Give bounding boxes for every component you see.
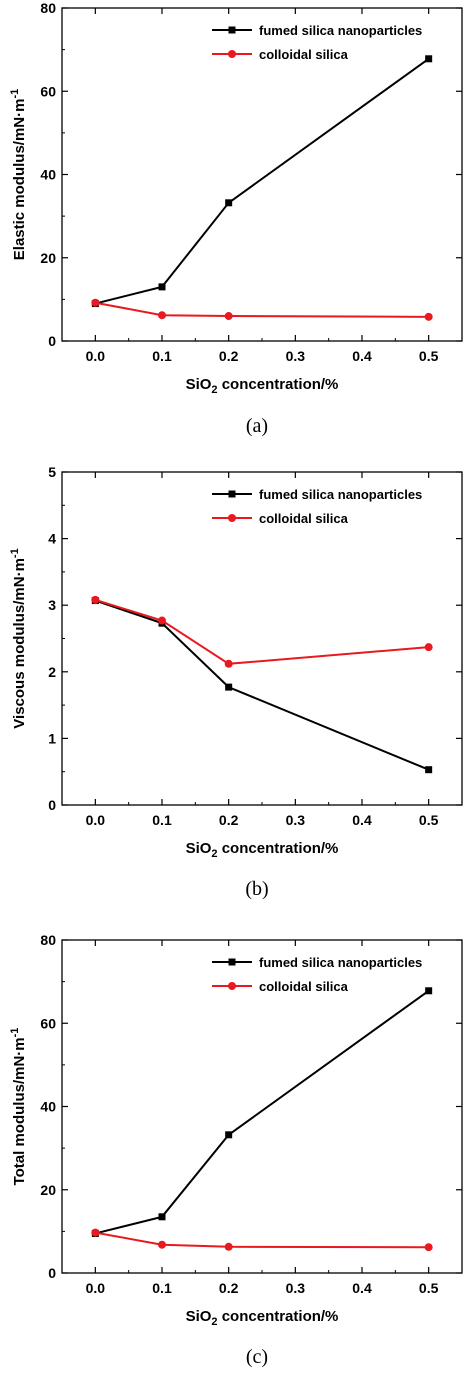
x-tick-label: 0.3 xyxy=(286,812,306,828)
legend-entry: colloidal silica xyxy=(259,979,349,994)
series-line-1 xyxy=(95,989,430,1235)
x-tick-label: 0.3 xyxy=(286,348,306,364)
y-tick-label: 20 xyxy=(40,250,56,266)
x-tick-label: 0.1 xyxy=(152,1280,172,1296)
legend-marker xyxy=(228,26,236,34)
x-tick-label: 0.1 xyxy=(152,812,172,828)
data-point-square xyxy=(158,1213,166,1221)
legend-marker xyxy=(228,514,236,522)
chart-panel-2: 0.0 0.1 0.2 0.3 0.4 0.5 0 1 2 3 4 5 SiO2 concentrati… xyxy=(9,464,463,900)
chart-panel-1: 0.0 0.1 0.2 0.3 0.4 0.5 0 20 40 60 80 SiO2 concentr… xyxy=(9,0,463,437)
y-tick-label: 0 xyxy=(48,797,56,813)
y-tick-label: 60 xyxy=(40,83,56,99)
x-tick-label: 0.1 xyxy=(152,348,172,364)
y-tick-label: 60 xyxy=(40,1015,56,1031)
data-point-square xyxy=(225,683,233,691)
y-tick-label: 1 xyxy=(48,730,56,746)
legend-entry: colloidal silica xyxy=(259,511,349,526)
x-tick-label: 0.0 xyxy=(86,1280,106,1296)
legend-marker xyxy=(228,490,236,498)
y-tick-label: 3 xyxy=(48,597,56,613)
y-tick-label: 80 xyxy=(40,0,56,16)
series-line-2 xyxy=(95,598,429,665)
y-tick-label: 0 xyxy=(48,1265,56,1281)
x-axis-label: SiO2 concentration/% xyxy=(186,840,339,860)
x-tick-label: 0.2 xyxy=(219,348,239,364)
legend-entry: colloidal silica xyxy=(259,47,349,62)
data-point-circle xyxy=(91,595,100,604)
series-line-1 xyxy=(95,57,430,305)
data-point-circle xyxy=(424,1243,433,1252)
data-point-circle xyxy=(224,312,233,321)
data-point-circle xyxy=(158,1240,166,1249)
x-tick-label: 0.3 xyxy=(286,1280,306,1296)
y-tick-label: 20 xyxy=(40,1182,56,1198)
series-line-2 xyxy=(95,1231,429,1249)
panel-caption: (b) xyxy=(245,878,268,900)
series-line-1 xyxy=(95,599,430,771)
panel-caption: (a) xyxy=(246,415,268,437)
data-point-circle xyxy=(424,643,433,652)
y-axis-label: Elastic modulus/mN·m-1 xyxy=(9,89,28,260)
x-tick-label: 0.2 xyxy=(219,1280,239,1296)
data-point-circle xyxy=(424,312,433,321)
x-tick-label: 0.4 xyxy=(352,812,372,828)
x-tick-label: 0.5 xyxy=(419,348,439,364)
legend-marker xyxy=(228,958,236,966)
x-tick-label: 0.0 xyxy=(86,812,106,828)
chart-panel-3: 0.0 0.1 0.2 0.3 0.4 0.5 0 20 40 60 80 SiO2 concentr… xyxy=(9,932,463,1368)
legend-entry: fumed silica nanoparticles xyxy=(259,23,422,38)
data-point-circle xyxy=(224,659,233,668)
x-tick-label: 0.5 xyxy=(419,812,439,828)
y-tick-label: 80 xyxy=(40,932,56,948)
data-point-square xyxy=(425,55,433,63)
legend-entry: fumed silica nanoparticles xyxy=(259,955,422,970)
y-tick-label: 40 xyxy=(40,1099,56,1115)
y-tick-label: 2 xyxy=(48,664,56,680)
series-line-2 xyxy=(95,301,429,318)
legend-entry: fumed silica nanoparticles xyxy=(259,487,422,502)
x-tick-label: 0.2 xyxy=(219,812,239,828)
panel-caption: (c) xyxy=(246,1346,268,1368)
x-tick-label: 0.5 xyxy=(419,1280,439,1296)
legend-marker xyxy=(228,50,236,58)
y-tick-label: 4 xyxy=(48,531,56,547)
data-point-square xyxy=(225,199,233,207)
y-axis-label: Total modulus/mN·m-1 xyxy=(9,1028,28,1186)
y-tick-label: 40 xyxy=(40,167,56,183)
data-point-circle xyxy=(158,616,166,625)
data-point-square xyxy=(425,987,433,995)
x-tick-label: 0.4 xyxy=(352,348,372,364)
y-tick-label: 5 xyxy=(48,464,56,480)
data-point-circle xyxy=(158,311,166,320)
legend-marker xyxy=(228,982,236,990)
y-tick-label: 0 xyxy=(48,333,56,349)
data-point-circle xyxy=(224,1242,233,1251)
x-tick-label: 0.0 xyxy=(86,348,106,364)
data-point-square xyxy=(225,1131,233,1139)
data-point-circle xyxy=(91,1228,100,1237)
x-axis-label: SiO2 concentration/% xyxy=(186,376,339,396)
x-axis-label: SiO2 concentration/% xyxy=(186,1308,339,1328)
x-tick-label: 0.4 xyxy=(352,1280,372,1296)
data-point-square xyxy=(425,766,433,774)
data-point-square xyxy=(158,283,166,291)
data-point-circle xyxy=(91,298,100,307)
y-axis-label: Viscous modulus/mN·m-1 xyxy=(9,548,28,728)
